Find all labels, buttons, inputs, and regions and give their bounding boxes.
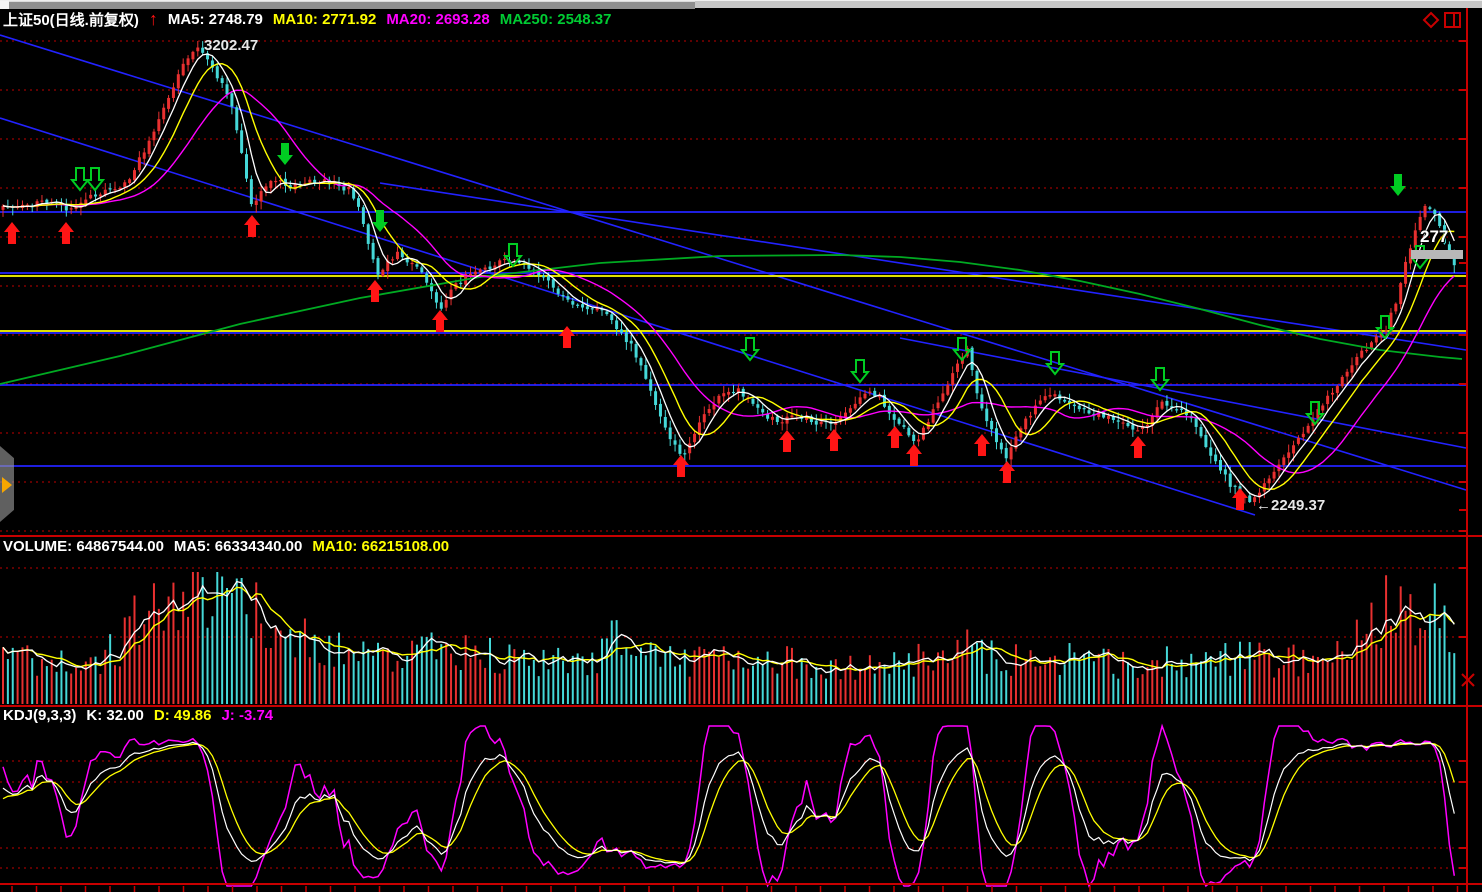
ma10-value: MA10: 2771.92 — [272, 11, 377, 28]
volume-ma5-value: MA5: 66334340.00 — [173, 538, 303, 555]
peak-price-label: 3202.47 — [204, 37, 259, 54]
panel-frame-layer — [0, 8, 1482, 892]
ma250-value: MA250: 2548.37 — [499, 11, 612, 28]
ma5-value: MA5: 2748.79 — [167, 11, 263, 28]
split-window-icon[interactable] — [1443, 11, 1463, 34]
instrument-title: 上证50(日线.前复权) — [3, 12, 139, 29]
kdj-name: KDJ(9,3,3) — [3, 707, 77, 724]
volume-panel-header: VOLUME: 64867544.00 MA5: 66334340.00 MA1… — [3, 538, 459, 555]
ma20-value: MA20: 2693.28 — [386, 11, 490, 28]
scrollbar-left-notch[interactable] — [0, 1, 9, 9]
last-price-label: 277 — [1420, 227, 1449, 246]
volume-bars-layer — [2, 572, 1456, 704]
diamond-icon[interactable] — [1422, 11, 1440, 34]
horizontal-scrollbar[interactable] — [0, 0, 1482, 9]
volume-value: VOLUME: 64867544.00 — [3, 538, 164, 555]
last-price-tag — [1411, 250, 1463, 259]
kdj-j-value: J: -3.74 — [221, 707, 274, 724]
main-chart-header: 上证50(日线.前复权) ↑ MA5: 2748.79 MA10: 2771.9… — [3, 9, 621, 30]
volume-ma10-value: MA10: 66215108.00 — [312, 538, 450, 555]
kdj-d-value: D: 49.86 — [153, 707, 212, 724]
expand-arrow-icon[interactable] — [2, 477, 12, 493]
close-icon[interactable] — [1458, 670, 1478, 695]
trendlines-layer — [0, 34, 1467, 516]
scrollbar-thumb[interactable] — [0, 1, 695, 9]
gridlines-layer — [0, 40, 1466, 869]
price-ma-layer — [0, 53, 1463, 498]
kdj-panel-header: KDJ(9,3,3) K: 32.00 D: 49.86 J: -3.74 — [3, 707, 283, 724]
kdj-lines-layer — [2, 723, 1456, 888]
kdj-k-value: K: 32.00 — [86, 707, 144, 724]
trough-price-label: ←2249.37 — [1256, 497, 1326, 514]
volume-ma-layer — [2, 580, 1455, 674]
up-arrow-icon: ↑ — [148, 9, 158, 29]
signal-arrows-layer — [4, 143, 1431, 510]
